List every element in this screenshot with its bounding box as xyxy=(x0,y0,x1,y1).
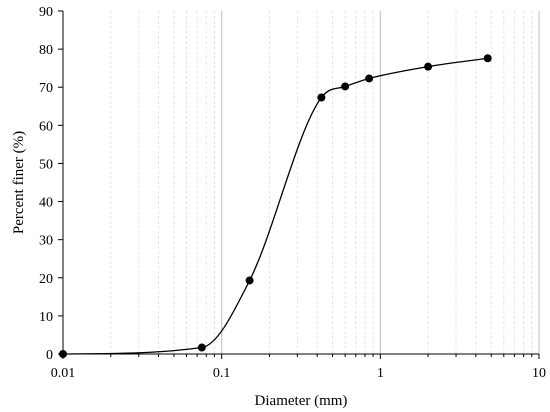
plot-frame xyxy=(62,11,539,355)
y-tick-label: 50 xyxy=(39,157,53,172)
series-markers xyxy=(59,54,492,358)
x-tick-label: 0.01 xyxy=(51,366,76,381)
y-tick-label: 90 xyxy=(39,5,53,20)
data-point xyxy=(317,93,326,102)
x-axis-title: Diameter (mm) xyxy=(255,393,348,409)
y-axis-ticks: 0 10 20 30 40 50 60 70 80 90 xyxy=(39,5,63,363)
major-gridlines xyxy=(221,11,540,354)
y-tick-label: 70 xyxy=(39,81,53,96)
y-tick-label: 10 xyxy=(39,310,53,325)
y-tick-label: 0 xyxy=(46,348,53,363)
x-tick-label: 10 xyxy=(532,366,546,381)
data-point xyxy=(483,54,492,63)
y-tick-label: 80 xyxy=(39,43,53,58)
data-point xyxy=(365,74,374,83)
y-tick-label: 40 xyxy=(39,196,53,211)
series-line xyxy=(62,57,488,355)
data-point xyxy=(424,62,433,71)
data-point xyxy=(341,82,350,91)
x-tick-label: 1 xyxy=(377,366,384,381)
y-tick-label: 20 xyxy=(39,272,53,287)
y-axis-title: Percent finer (%) xyxy=(11,131,27,234)
data-point xyxy=(245,276,254,285)
data-point xyxy=(59,350,67,358)
x-tick-label: 0.1 xyxy=(213,366,231,381)
x-axis-ticks: 0.01 0.1 1 10 xyxy=(51,354,546,381)
data-point xyxy=(197,343,206,352)
y-tick-label: 60 xyxy=(39,119,53,134)
minor-gridlines xyxy=(110,11,533,354)
y-tick-label: 30 xyxy=(39,234,53,249)
